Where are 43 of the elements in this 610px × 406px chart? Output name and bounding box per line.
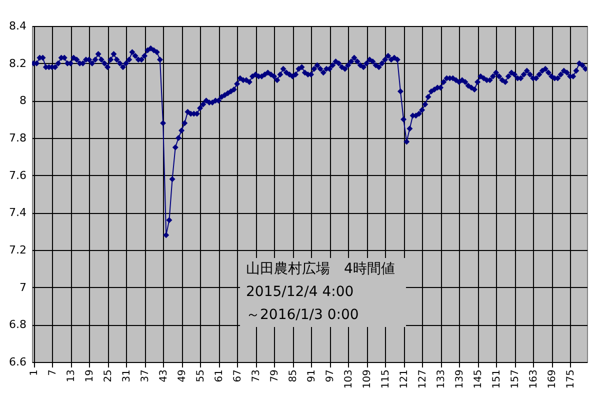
y-tick-label: 7.6	[9, 168, 26, 182]
x-tick-label: 73	[251, 370, 262, 382]
annotation: 山田農村広場 4時間値	[246, 261, 395, 277]
x-tick-label: 103	[344, 370, 355, 389]
y-tick-label: 6.6	[9, 356, 26, 368]
y-tick-label: 7.4	[9, 206, 26, 220]
x-tick-label: 19	[84, 370, 96, 382]
x-tick-label: 49	[177, 370, 188, 382]
x-tick-label: 79	[270, 370, 281, 382]
x-tick-label: 13	[66, 370, 78, 382]
x-tick-label: 55	[196, 370, 207, 382]
x-tick-label: 31	[122, 370, 133, 382]
y-tick-label: 8.4	[9, 20, 26, 32]
x-tick-label: 133	[436, 370, 448, 389]
x-tick-label: 127	[418, 370, 429, 389]
y-tick-label: 7.8	[9, 132, 26, 144]
x-tick-label: 25	[103, 370, 114, 382]
x-tick-label: 115	[380, 370, 392, 389]
x-tick-label: 67	[232, 370, 244, 382]
x-tick-label: 157	[510, 370, 522, 389]
x-tick-label: 97	[325, 370, 336, 382]
x-tick-label: 91	[306, 370, 318, 382]
x-tick-label: 169	[547, 370, 558, 389]
x-tick-label: 37	[140, 370, 152, 382]
y-tick-label: 8	[20, 94, 26, 108]
x-tick-label: 61	[214, 370, 226, 382]
x-tick-label: 151	[492, 370, 503, 389]
x-tick-label: 121	[399, 370, 410, 389]
x-tick-label: 139	[454, 370, 466, 389]
x-tick-label: 163	[528, 370, 540, 389]
y-tick-label: 7	[20, 280, 26, 294]
annotation: 2015/12/4 4:00	[246, 284, 354, 300]
x-tick-label: 43	[158, 370, 170, 382]
y-tick-label: 8.2	[9, 56, 26, 70]
x-tick-label: 85	[288, 370, 300, 382]
y-tick-label: 7.2	[9, 244, 26, 256]
y-tick-label: 6.8	[9, 318, 26, 332]
x-tick-label: 145	[473, 370, 484, 389]
x-tick-label: 175	[566, 370, 577, 389]
x-tick-label: 7	[48, 370, 59, 376]
annotation: ～2016/1/3 0:00	[246, 307, 359, 323]
x-tick-label: 1	[29, 370, 40, 376]
x-tick-label: 109	[362, 370, 374, 389]
